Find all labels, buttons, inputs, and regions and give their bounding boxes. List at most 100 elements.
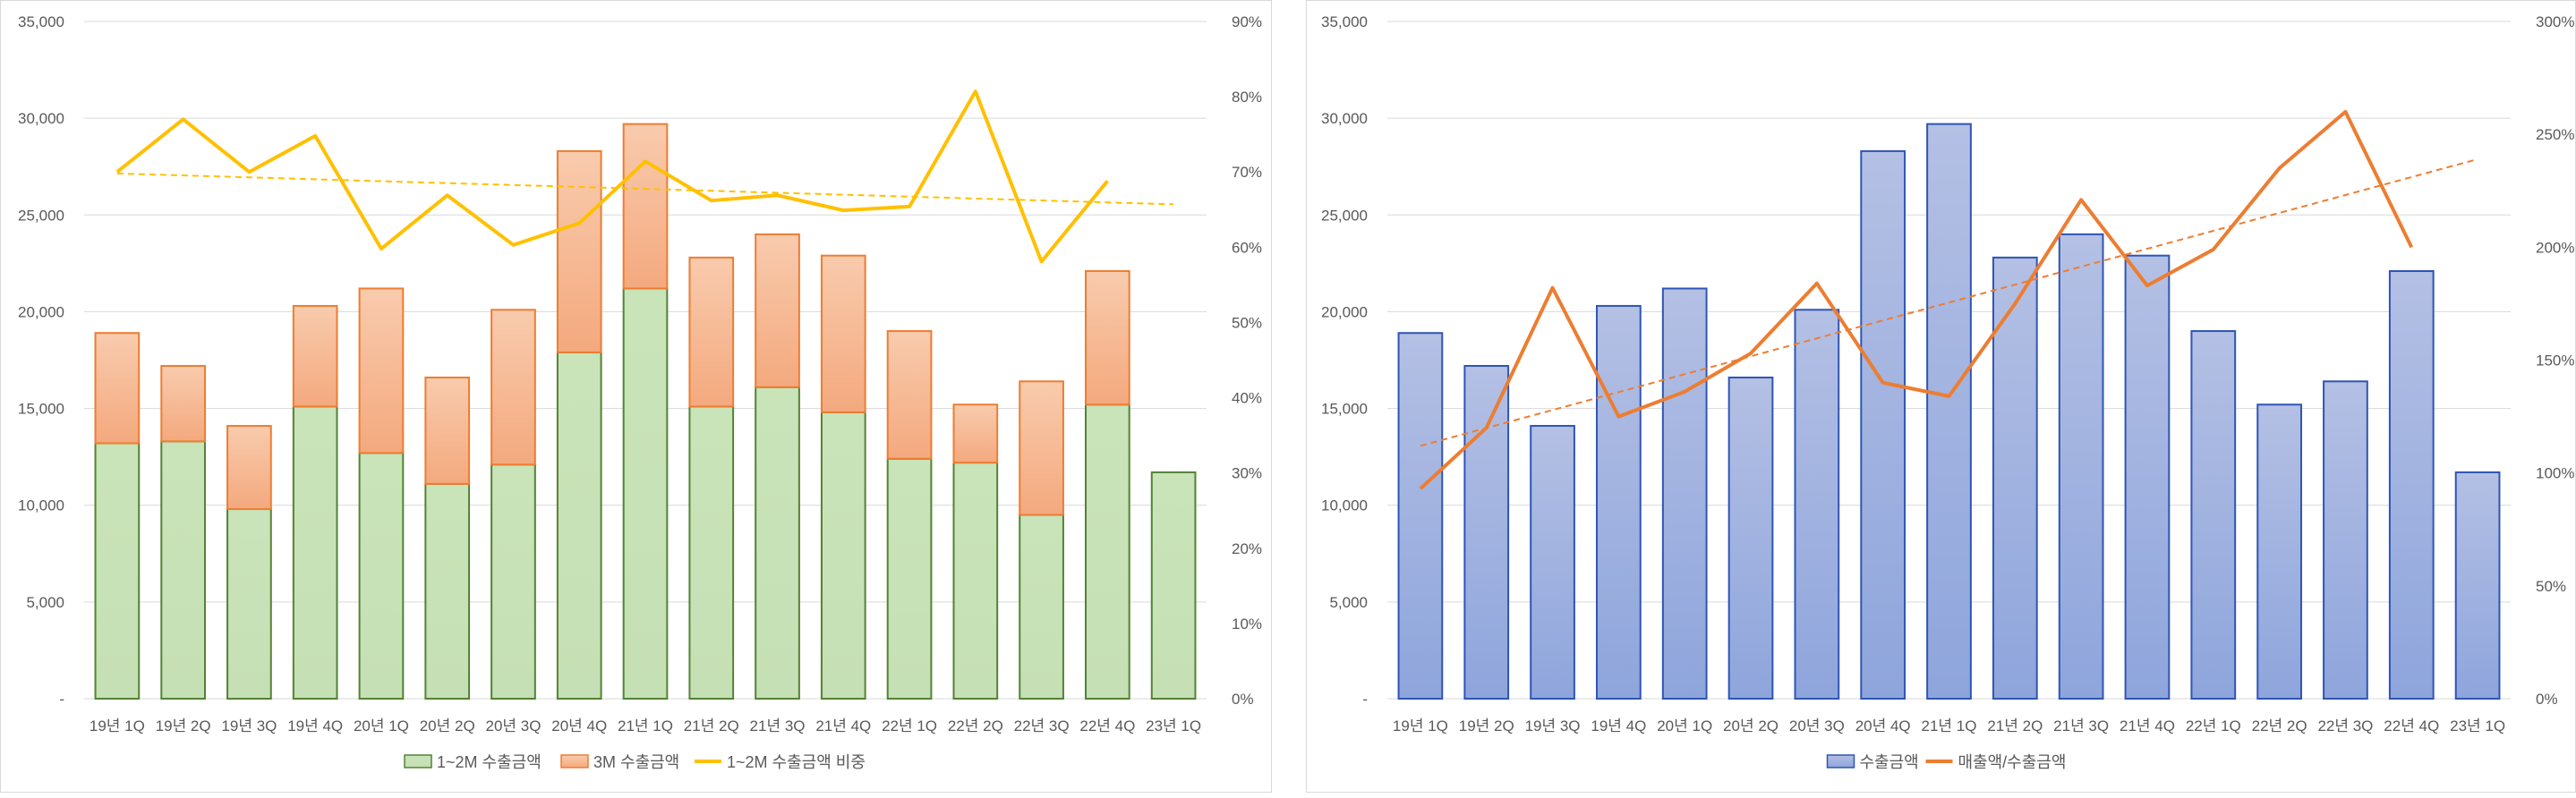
green-bar: [292, 405, 338, 700]
orange-bar: [490, 309, 536, 466]
category-tick-label: 20년 1Q: [1657, 717, 1712, 734]
right-axis-tick-label: 10%: [1232, 615, 1262, 632]
left-axis-tick-label: 20,000: [18, 303, 64, 320]
orange-bar: [688, 256, 735, 408]
blue-bar: [2124, 254, 2171, 700]
blue-bar: [2190, 330, 2237, 700]
category-tick-label: 22년 4Q: [1079, 717, 1135, 734]
category-tick-label: 19년 3Q: [221, 717, 277, 734]
right-axis-tick-label: 20%: [1232, 540, 1262, 557]
legend-label: 매출액/수출금액: [1958, 753, 2067, 771]
left-axis-tick-label: 35,000: [1321, 13, 1368, 30]
chart-gap: [1272, 0, 1306, 794]
left-axis-tick-label: 30,000: [1321, 110, 1368, 127]
category-tick-label: 22년 2Q: [2252, 717, 2307, 734]
category-tick-label: 23년 1Q: [1146, 717, 1201, 734]
left-axis-tick-label: -: [59, 691, 64, 708]
left-axis-tick-label: 20,000: [1321, 303, 1368, 320]
green-bar: [688, 405, 735, 700]
right-chart-panel: - 5,000 10,000 15,000 20,000 25,000 30,000 35,0…: [1306, 0, 2576, 793]
left-combo-chart: - 5,000 10,000 15,000 20,000 25,000 30,000 35,0…: [18, 13, 1262, 771]
orange-bar: [556, 149, 602, 353]
right-axis-tick-label: 30%: [1232, 465, 1262, 482]
legend-label: 3M 수출금액: [593, 753, 679, 771]
green-bar: [1085, 403, 1130, 700]
category-tick-label: 21년 3Q: [750, 717, 806, 734]
legend-label: 1~2M 수출금액 비중: [727, 753, 866, 771]
orange-bar: [886, 330, 933, 460]
green-bar: [358, 452, 405, 700]
right-axis-tick-label: 0%: [1232, 691, 1254, 708]
right-axis-tick-label: 80%: [1232, 89, 1262, 106]
category-tick-label: 21년 2Q: [1987, 717, 2043, 734]
category-tick-label: 20년 2Q: [420, 717, 475, 734]
orange-bar: [424, 376, 471, 485]
category-tick-label: 21년 4Q: [2120, 717, 2175, 734]
orange-bar: [755, 233, 800, 388]
legend-label: 1~2M 수출금액: [437, 753, 542, 771]
blue-bar: [2388, 270, 2435, 700]
category-tick-label: 22년 1Q: [882, 717, 937, 734]
category-tick-label: 19년 1Q: [90, 717, 145, 734]
green-bar: [424, 482, 471, 700]
category-tick-label: 19년 4Q: [287, 717, 343, 734]
blue-bar: [2058, 233, 2104, 700]
category-tick-label: 20년 4Q: [1855, 717, 1911, 734]
orange-bar: [358, 287, 405, 454]
legend-swatch: [1826, 754, 1855, 768]
category-tick-label: 20년 3Q: [485, 717, 541, 734]
green-bar: [1019, 514, 1064, 700]
left-axis-tick-label: 5,000: [26, 594, 64, 611]
right-axis-tick-label: 90%: [1232, 13, 1262, 30]
left-axis-tick-label: -: [1362, 691, 1368, 708]
left-axis-tick-label: 10,000: [1321, 497, 1368, 514]
orange-bar: [622, 123, 669, 290]
left-chart-panel: - 5,000 10,000 15,000 20,000 25,000 30,000 35,0…: [0, 0, 1272, 793]
category-tick-label: 22년 3Q: [1014, 717, 1070, 734]
green-bar: [755, 386, 800, 700]
ratio-series-line: [1419, 109, 2414, 490]
legend-swatch: [404, 754, 432, 768]
category-tick-label: 23년 1Q: [2450, 717, 2505, 734]
category-tick-label: 19년 2Q: [156, 717, 211, 734]
category-tick-label: 20년 4Q: [551, 717, 607, 734]
blue-bar: [1794, 309, 1840, 700]
orange-bar: [1019, 380, 1064, 516]
left-axis-tick-label: 5,000: [1329, 594, 1368, 611]
orange-bar: [94, 332, 141, 445]
category-tick-label: 21년 1Q: [618, 717, 673, 734]
category-tick-label: 20년 1Q: [354, 717, 409, 734]
right-axis-tick-label: 200%: [2536, 239, 2574, 256]
trendline: [116, 172, 1174, 206]
blue-bar: [2256, 403, 2302, 700]
green-bar: [1150, 471, 1197, 700]
right-axis-tick-label: 300%: [2536, 13, 2574, 30]
blue-bar: [1727, 376, 1774, 700]
green-bar: [820, 411, 866, 700]
left-axis-tick-label: 15,000: [1321, 401, 1368, 418]
orange-bar: [226, 425, 272, 511]
orange-bar: [292, 304, 338, 408]
blue-bar: [1596, 304, 1642, 700]
blue-bar: [1397, 332, 1444, 700]
category-tick-label: 19년 1Q: [1393, 717, 1448, 734]
category-tick-label: 22년 3Q: [2317, 717, 2373, 734]
right-axis-tick-label: 150%: [2536, 352, 2574, 369]
blue-bar: [2454, 471, 2501, 700]
left-axis-tick-label: 25,000: [18, 207, 64, 224]
green-bar: [952, 462, 999, 700]
orange-bar: [952, 403, 999, 464]
green-bar: [226, 508, 272, 700]
right-axis-tick-label: 60%: [1232, 239, 1262, 256]
category-tick-label: 19년 2Q: [1459, 717, 1514, 734]
blue-bar: [1860, 149, 1906, 700]
category-tick-label: 21년 1Q: [1922, 717, 1977, 734]
ratio-series-line: [115, 89, 1109, 264]
left-axis-tick-label: 15,000: [18, 401, 64, 418]
category-tick-label: 20년 3Q: [1789, 717, 1845, 734]
blue-bar: [1992, 256, 2038, 700]
left-axis-tick-label: 35,000: [18, 13, 64, 30]
green-bar: [94, 442, 141, 700]
left-axis-tick-label: 25,000: [1321, 207, 1368, 224]
category-tick-label: 21년 4Q: [815, 717, 871, 734]
